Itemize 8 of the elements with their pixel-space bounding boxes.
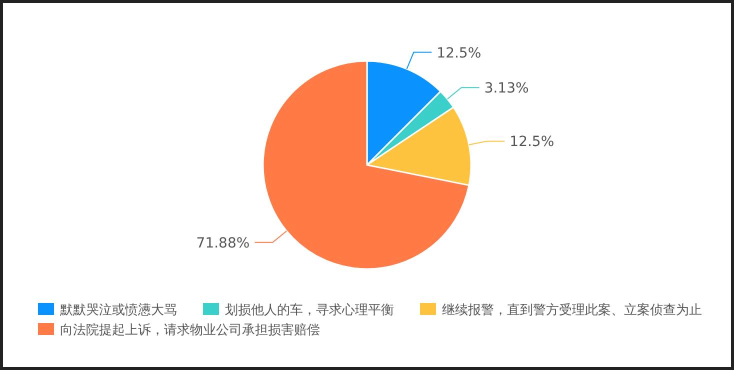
data-label: 12.5% (510, 134, 554, 150)
data-label: 3.13% (484, 80, 529, 97)
legend-label: 继续报警，直到警方受理此案、立案侦查为止 (442, 302, 702, 318)
data-label: 12.5% (436, 45, 482, 62)
legend-label: 划损他人的车，寻求心理平衡 (225, 302, 394, 318)
legend-label: 向法院提起上诉，请求物业公司承担损害赔偿 (60, 322, 320, 338)
data-label: 71.88% (196, 235, 250, 252)
legend-label: 默默哭泣或愤懑大骂 (59, 303, 177, 318)
